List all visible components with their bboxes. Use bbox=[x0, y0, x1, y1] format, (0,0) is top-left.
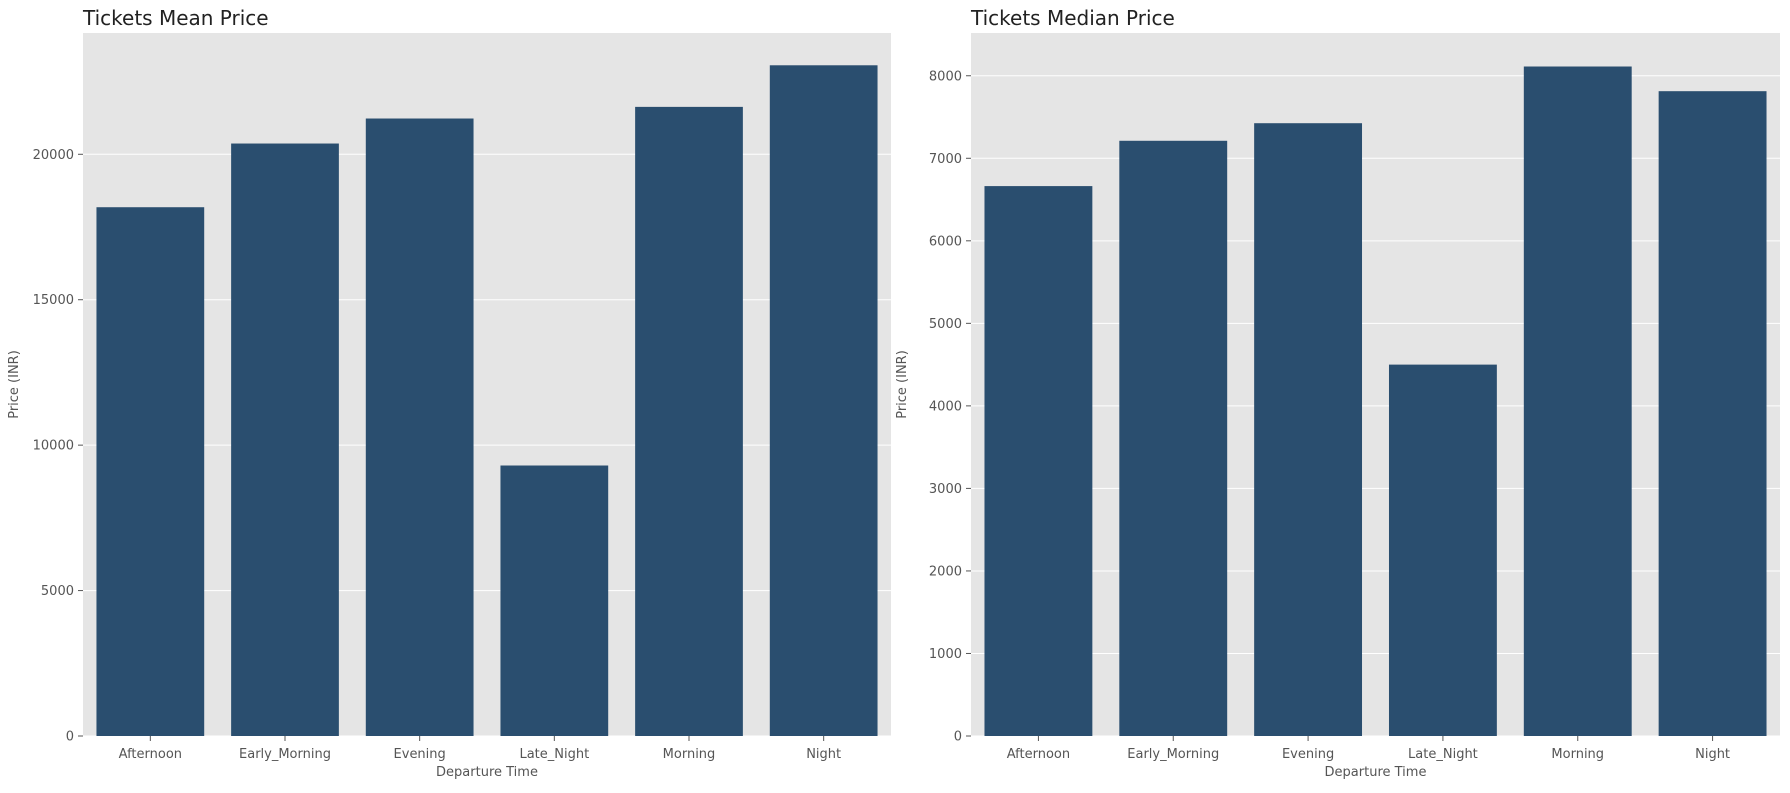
median-price-chart: 0 1000 2000 3000 4000 5000 6000 7000 8000 Aftern… bbox=[895, 6, 1780, 780]
bar-afternoon bbox=[984, 186, 1093, 736]
x-axis-label: Departure Time bbox=[1325, 765, 1427, 780]
y-tick-label: 0 bbox=[66, 730, 74, 745]
bar-afternoon bbox=[96, 207, 205, 736]
y-tick-label: 10000 bbox=[33, 439, 74, 454]
x-tick-label: Afternoon bbox=[119, 747, 182, 762]
x-tick-label: Early_Morning bbox=[239, 747, 331, 762]
mean-price-chart: 0 5000 10000 15000 20000 Afternoon Early_Morn… bbox=[7, 6, 891, 780]
bars bbox=[96, 65, 878, 737]
y-tick-label: 20000 bbox=[33, 148, 74, 163]
chart-title: Tickets Median Price bbox=[970, 6, 1175, 30]
y-tick-label: 5000 bbox=[929, 317, 962, 332]
x-tick-label: Morning bbox=[1551, 747, 1604, 762]
x-tick-label: Morning bbox=[663, 747, 716, 762]
x-tick-labels: Afternoon Early_Morning Evening Late_Night M… bbox=[119, 736, 841, 762]
y-tick-labels: 0 5000 10000 15000 20000 bbox=[33, 148, 83, 745]
y-tick-label: 5000 bbox=[41, 584, 74, 599]
y-tick-label: 0 bbox=[954, 730, 962, 745]
y-axis-label: Price (INR) bbox=[7, 350, 22, 419]
y-tick-label: 15000 bbox=[33, 293, 74, 308]
y-tick-label: 2000 bbox=[929, 564, 962, 579]
bar-early-morning bbox=[231, 143, 339, 736]
gridlines bbox=[971, 75, 1780, 737]
bar-evening bbox=[1254, 123, 1363, 737]
y-tick-label: 8000 bbox=[929, 69, 962, 84]
x-tick-label: Evening bbox=[1282, 747, 1334, 762]
x-tick-labels: Afternoon Early_Morning Evening Late_Night M… bbox=[1007, 736, 1730, 762]
y-tick-label: 6000 bbox=[929, 234, 962, 249]
y-axis-label: Price (INR) bbox=[895, 350, 910, 419]
bar-night bbox=[1658, 91, 1767, 736]
bar-early-morning bbox=[1119, 140, 1228, 736]
y-tick-label: 4000 bbox=[929, 399, 962, 414]
y-tick-label: 7000 bbox=[929, 152, 962, 167]
bar-evening bbox=[365, 118, 474, 737]
bar-late-night bbox=[1388, 364, 1497, 736]
x-tick-label: Night bbox=[806, 747, 841, 762]
x-axis-label: Departure Time bbox=[436, 765, 538, 780]
x-tick-label: Evening bbox=[394, 747, 446, 762]
x-tick-label: Late_Night bbox=[519, 747, 589, 762]
bar-morning bbox=[1523, 66, 1632, 736]
x-tick-label: Early_Morning bbox=[1127, 747, 1219, 762]
y-tick-labels: 0 1000 2000 3000 4000 5000 6000 7000 8000 bbox=[929, 69, 971, 745]
x-tick-label: Afternoon bbox=[1007, 747, 1070, 762]
gridlines bbox=[83, 153, 891, 737]
bar-night bbox=[769, 65, 878, 737]
y-tick-label: 3000 bbox=[929, 482, 962, 497]
plot-area bbox=[83, 33, 891, 736]
x-tick-label: Night bbox=[1695, 747, 1730, 762]
x-tick-label: Late_Night bbox=[1408, 747, 1478, 762]
chart-title: Tickets Mean Price bbox=[82, 6, 269, 30]
plot-area bbox=[971, 33, 1780, 736]
y-tick-label: 1000 bbox=[929, 647, 962, 662]
bar-morning bbox=[635, 106, 743, 736]
bars bbox=[984, 66, 1767, 737]
bar-late-night bbox=[500, 465, 609, 736]
